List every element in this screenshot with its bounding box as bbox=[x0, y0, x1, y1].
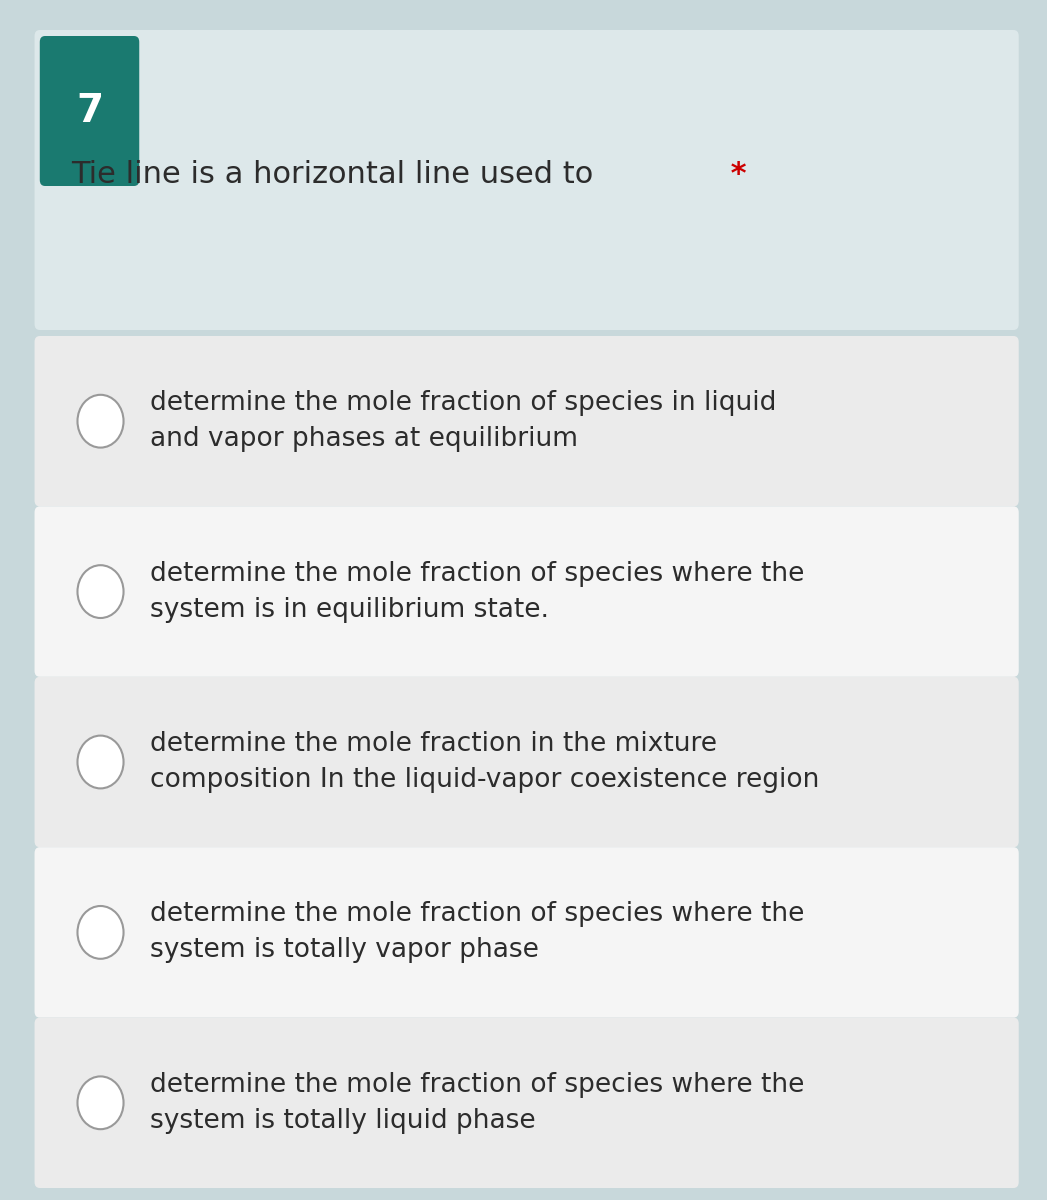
Text: Tie line is a horizontal line used to: Tie line is a horizontal line used to bbox=[71, 160, 594, 188]
Text: determine the mole fraction of species where the
system is totally liquid phase: determine the mole fraction of species w… bbox=[150, 1072, 804, 1134]
Text: determine the mole fraction of species where the
system is in equilibrium state.: determine the mole fraction of species w… bbox=[150, 560, 804, 623]
Circle shape bbox=[77, 395, 124, 448]
FancyBboxPatch shape bbox=[40, 36, 139, 186]
FancyBboxPatch shape bbox=[35, 336, 1019, 506]
FancyBboxPatch shape bbox=[35, 506, 1019, 677]
Text: determine the mole fraction in the mixture
composition In the liquid-vapor coexi: determine the mole fraction in the mixtu… bbox=[150, 731, 819, 793]
Circle shape bbox=[77, 736, 124, 788]
FancyBboxPatch shape bbox=[35, 1018, 1019, 1188]
Text: *: * bbox=[720, 160, 747, 188]
Circle shape bbox=[77, 1076, 124, 1129]
Text: determine the mole fraction of species where the
system is totally vapor phase: determine the mole fraction of species w… bbox=[150, 901, 804, 964]
Text: determine the mole fraction of species in liquid
and vapor phases at equilibrium: determine the mole fraction of species i… bbox=[150, 390, 776, 452]
FancyBboxPatch shape bbox=[35, 30, 1019, 330]
Text: 7: 7 bbox=[76, 92, 103, 130]
FancyBboxPatch shape bbox=[35, 677, 1019, 847]
Circle shape bbox=[77, 906, 124, 959]
Circle shape bbox=[77, 565, 124, 618]
FancyBboxPatch shape bbox=[35, 847, 1019, 1018]
